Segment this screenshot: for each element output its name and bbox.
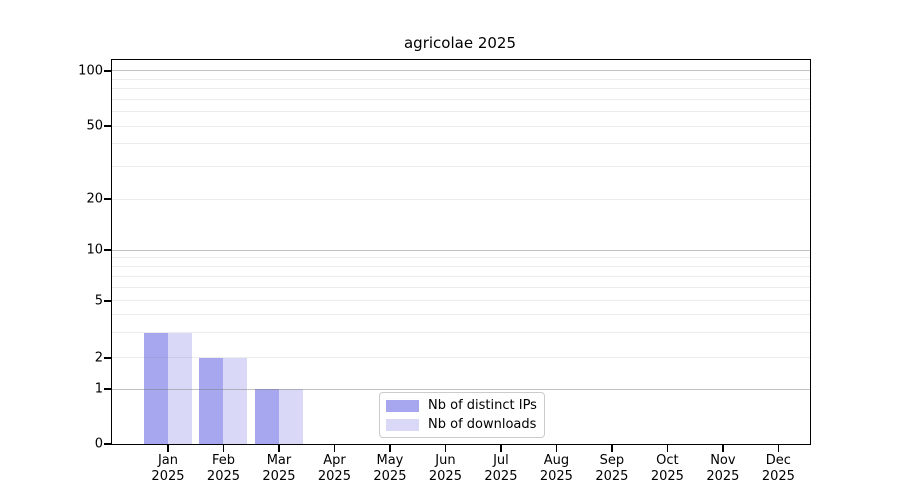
y-tick-label-20: 20 [86, 191, 103, 207]
minor-gridline-5 [112, 300, 810, 302]
minor-gridline-40 [112, 143, 810, 145]
x-tick-year: 2025 [151, 469, 185, 484]
y-tick-label-1: 1 [94, 381, 103, 397]
x-tick-label-may: May 2025 [366, 453, 414, 485]
minor-gridline-30 [112, 166, 810, 168]
x-tick-month: Dec [765, 453, 791, 468]
x-tick-mark-sep [611, 445, 613, 452]
x-tick-month: May [376, 453, 404, 468]
x-tick-label-dec: Dec 2025 [754, 453, 802, 485]
legend-row: Nb of distinct IPs [386, 398, 538, 413]
bar-distinct-ips-jan [143, 332, 168, 444]
y-tick-mark-2 [104, 357, 111, 359]
major-gridline-100 [112, 70, 810, 72]
x-tick-year: 2025 [317, 469, 351, 484]
legend-swatch-icon [386, 399, 419, 412]
x-tick-year: 2025 [761, 469, 795, 484]
bar-downloads-mar [278, 389, 303, 444]
legend-row: Nb of downloads [386, 417, 538, 432]
y-tick-label-0: 0 [94, 436, 103, 452]
y-tick-mark-10 [104, 249, 111, 251]
x-tick-mark-jun [444, 445, 447, 452]
x-tick-year: 2025 [484, 469, 518, 484]
x-tick-label-apr: Apr 2025 [310, 453, 358, 485]
x-tick-label-jul: Jul 2025 [477, 453, 525, 485]
x-tick-month: Jul [493, 453, 509, 468]
x-tick-label-jun: Jun 2025 [421, 453, 469, 485]
x-tick-month: Jan [157, 453, 178, 468]
x-tick-month: Aug [543, 453, 570, 468]
x-tick-mark-feb [222, 445, 225, 452]
x-tick-month: Jun [435, 453, 456, 468]
minor-gridline-50 [112, 125, 810, 127]
legend-label: Nb of distinct IPs [428, 398, 537, 413]
x-tick-mark-apr [333, 445, 336, 452]
x-tick-mark-oct [666, 445, 669, 452]
minor-gridline-8 [112, 265, 810, 267]
bar-downloads-feb [223, 357, 248, 444]
y-tick-label-10: 10 [86, 242, 103, 258]
x-tick-label-aug: Aug 2025 [532, 453, 580, 485]
x-tick-label-jan: Jan 2025 [144, 453, 192, 485]
minor-gridline-90 [112, 78, 810, 80]
y-tick-mark-1 [104, 388, 111, 390]
x-tick-year: 2025 [262, 469, 296, 484]
x-tick-mark-mar [278, 445, 280, 452]
x-tick-month: Apr [323, 453, 346, 468]
bar-distinct-ips-mar [254, 389, 279, 444]
x-tick-mark-aug [555, 445, 558, 452]
x-tick-month: Feb [211, 453, 235, 468]
x-tick-month: Oct [656, 453, 679, 468]
x-tick-label-mar: Mar 2025 [255, 453, 303, 485]
y-tick-mark-0 [104, 443, 111, 445]
x-tick-year: 2025 [373, 469, 407, 484]
minor-gridline-70 [112, 98, 810, 100]
minor-gridline-9 [112, 257, 810, 259]
x-tick-label-feb: Feb 2025 [199, 453, 247, 485]
x-tick-month: Sep [599, 453, 625, 468]
y-tick-label-50: 50 [86, 118, 103, 134]
x-tick-month: Nov [710, 453, 736, 468]
legend-swatch-icon [386, 418, 419, 431]
x-tick-mark-nov [722, 445, 724, 452]
x-tick-year: 2025 [539, 469, 573, 484]
y-tick-mark-50 [104, 125, 111, 127]
minor-gridline-80 [112, 88, 810, 90]
x-tick-label-nov: Nov 2025 [699, 453, 747, 485]
y-tick-label-100: 100 [78, 63, 103, 79]
legend: Nb of distinct IPs Nb of downloads [379, 392, 545, 438]
y-tick-label-5: 5 [94, 293, 103, 309]
x-tick-year: 2025 [706, 469, 740, 484]
x-tick-year: 2025 [206, 469, 241, 484]
x-tick-label-sep: Sep 2025 [588, 453, 636, 485]
major-gridline-10 [112, 249, 810, 251]
x-tick-year: 2025 [650, 469, 684, 484]
x-tick-label-oct: Oct 2025 [643, 453, 691, 485]
x-tick-mark-jan [167, 445, 169, 452]
minor-gridline-4 [112, 314, 810, 316]
chart-title: agricolae 2025 [403, 34, 516, 52]
x-tick-year: 2025 [428, 469, 462, 484]
minor-gridline-6 [112, 287, 810, 289]
x-tick-mark-may [389, 445, 391, 452]
bar-downloads-jan [167, 332, 192, 444]
x-tick-mark-jul [500, 445, 502, 452]
bar-distinct-ips-feb [199, 357, 224, 444]
x-tick-year: 2025 [595, 469, 629, 484]
x-tick-month: Mar [266, 453, 292, 468]
minor-gridline-7 [112, 275, 810, 277]
minor-gridline-3 [112, 332, 810, 334]
x-tick-mark-dec [777, 445, 780, 452]
y-tick-label-2: 2 [94, 350, 103, 366]
minor-gridline-20 [112, 198, 810, 200]
y-tick-mark-5 [104, 300, 111, 302]
plot-area: Nb of distinct IPs Nb of downloads 0 1 2 5 10… [78, 59, 811, 484]
y-tick-mark-20 [104, 198, 111, 200]
y-tick-mark-100 [104, 70, 111, 72]
legend-label: Nb of downloads [428, 417, 537, 432]
minor-gridline-60 [112, 111, 810, 113]
